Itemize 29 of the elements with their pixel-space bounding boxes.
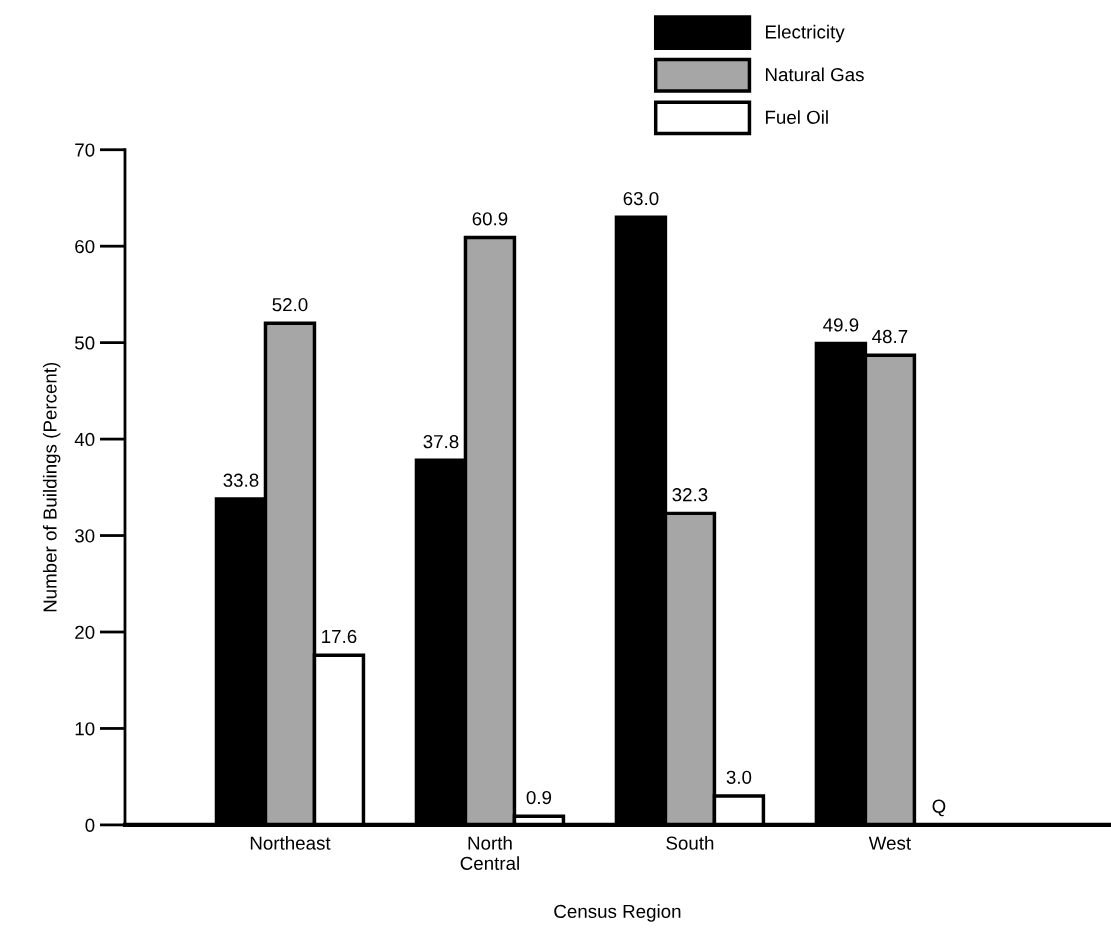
- data-label: 60.9: [472, 212, 508, 226]
- x-tick-label: South: [666, 836, 714, 850]
- x-axis-title: Census Region: [554, 904, 681, 922]
- y-tick-label: 30: [74, 529, 95, 543]
- legend-label: Natural Gas: [765, 67, 864, 82]
- data-label: 37.8: [423, 435, 459, 449]
- y-tick-label: 20: [75, 625, 95, 639]
- data-label: 0.9: [526, 790, 552, 805]
- data-label: 52.0: [272, 298, 308, 312]
- y-tick-label: 10: [75, 722, 95, 736]
- data-label: 49.9: [823, 318, 859, 332]
- y-tick-label: 70: [75, 143, 95, 157]
- legend-label: Fuel Oil: [765, 110, 828, 124]
- x-tick-label: Northeast: [250, 836, 331, 850]
- data-label: 48.7: [872, 329, 908, 344]
- x-tick-label: West: [868, 836, 911, 850]
- text: Q: [932, 799, 946, 817]
- y-tick-label: 60: [75, 239, 95, 254]
- data-label: 17.6: [322, 629, 357, 644]
- data-label: 32.3: [672, 488, 708, 502]
- y-tick-label: 0: [85, 818, 95, 832]
- data-label: 63.0: [623, 191, 659, 206]
- x-tick-label: North Central: [460, 836, 519, 870]
- data-label: 3.0: [726, 770, 752, 784]
- data-label: 33.8: [223, 473, 259, 487]
- legend-label: Electricity: [765, 24, 845, 43]
- y-tick-label: 50: [75, 336, 95, 350]
- y-axis-title: Number of Buildings (Percent): [42, 362, 61, 612]
- y-tick-label: 40: [74, 432, 95, 447]
